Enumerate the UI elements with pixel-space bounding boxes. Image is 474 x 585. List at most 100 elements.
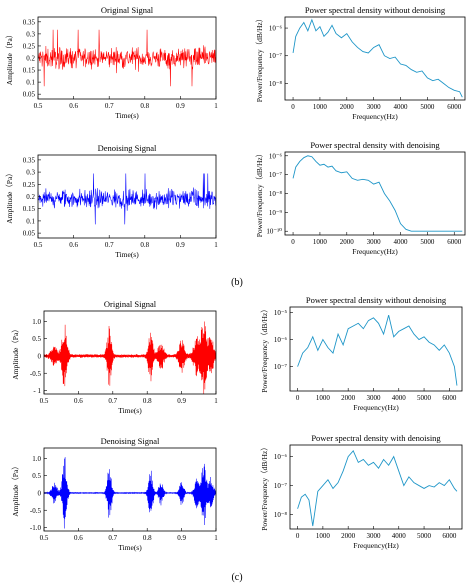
x-tick-label: 1000	[313, 103, 328, 111]
y-tick-label: 0.05	[23, 91, 36, 99]
y-tick-label: 0.3	[26, 30, 35, 38]
chart-7: Denoising Signal 0.5 0.6 0.7 0.8 0.9 1 -1.0 -0.5…	[11, 436, 218, 552]
y-tick-label: 0.2	[26, 193, 35, 201]
y-axis-label: Amplitude（Pa）	[5, 169, 14, 224]
data-series-line	[292, 18, 463, 98]
x-tick-label: 0.8	[143, 534, 152, 542]
x-tick-label: 0.9	[176, 102, 185, 110]
y-tick-label: 10⁻¹⁰	[266, 228, 282, 236]
x-axis-label: Time(s)	[115, 111, 139, 120]
y-tick-label: 0.35	[23, 18, 36, 26]
x-tick-label: 0.6	[69, 241, 78, 249]
y-tick-label: 0.25	[23, 181, 36, 189]
y-tick-label: -1.0	[30, 524, 42, 532]
y-tick-label: - 1	[33, 387, 41, 395]
x-tick-label: 0.9	[177, 397, 186, 405]
x-tick-label: 5000	[420, 238, 435, 246]
y-tick-label: 0.1	[26, 79, 35, 87]
x-axis-label: Time(s)	[115, 250, 139, 259]
y-tick-label: 1.0	[32, 455, 41, 463]
y-tick-label: 10⁻⁶	[269, 152, 283, 160]
chart-title: Power spectral density with denoising	[310, 140, 440, 150]
x-tick-label: 0.6	[74, 534, 83, 542]
x-axis-label: Frequency(Hz)	[352, 112, 398, 121]
x-tick-label: 5000	[417, 532, 432, 540]
x-axis-label: Frequency(Hz)	[353, 541, 399, 550]
chart-4: Power spectral density with denoising 0 10…	[255, 140, 466, 256]
chart-title: Denoising Signal	[101, 436, 160, 446]
y-tick-label: 10⁻⁷	[274, 363, 288, 371]
x-tick-label: 5000	[417, 394, 432, 402]
chart-title: Denoising Signal	[98, 143, 157, 153]
chart-8: Power spectral density with denoising 0 10…	[260, 433, 463, 550]
y-axis-label: Power/Frequency（dB/Hz）	[260, 305, 269, 392]
x-tick-label: 4000	[394, 103, 409, 111]
y-tick-label: 0.35	[23, 156, 36, 164]
x-tick-label: 1	[214, 397, 218, 405]
data-series-line	[44, 457, 216, 529]
x-tick-label: 4000	[392, 532, 407, 540]
y-tick-label: 0.2	[26, 55, 35, 63]
panel-label-b: (b)	[231, 277, 243, 288]
x-tick-label: 0.5	[34, 102, 43, 110]
x-tick-label: 1	[214, 534, 218, 542]
y-tick-label: 0.5	[32, 335, 41, 343]
y-tick-label: 10⁻⁶	[274, 336, 288, 344]
x-tick-label: 3000	[367, 103, 382, 111]
y-tick-label: 10⁻⁶	[269, 25, 283, 33]
y-tick-label: 0.15	[23, 205, 36, 213]
x-tick-label: 4000	[392, 394, 407, 402]
y-tick-label: 10⁻⁶	[274, 453, 288, 461]
y-tick-label: 10⁻⁷	[269, 52, 283, 60]
x-tick-label: 4000	[394, 238, 409, 246]
x-tick-label: 6000	[447, 103, 462, 111]
x-tick-label: 1000	[316, 532, 331, 540]
data-series-line	[297, 315, 458, 386]
chart-3: Denoising Signal 0.5 0.6 0.7 0.8 0.9 1 0.05 0.1 0…	[5, 143, 218, 259]
x-tick-label: 1	[214, 241, 218, 249]
x-tick-label: 6000	[442, 532, 457, 540]
x-tick-label: 0.8	[140, 241, 149, 249]
plot-frame	[284, 16, 466, 101]
x-tick-label: 0.8	[140, 102, 149, 110]
y-tick-label: 10⁻⁹	[269, 209, 283, 217]
x-tick-label: 0	[291, 103, 295, 111]
y-tick-label: 10⁻⁷	[269, 171, 283, 179]
x-tick-label: 2000	[340, 238, 355, 246]
chart-title: Original Signal	[101, 5, 154, 15]
y-tick-label: 0	[38, 489, 42, 497]
y-tick-label: 0.25	[23, 42, 36, 50]
panel-label-c: (c)	[231, 572, 242, 583]
y-tick-label: 10⁻⁷	[274, 482, 288, 490]
x-tick-label: 0.8	[143, 397, 152, 405]
x-tick-label: 0	[296, 394, 300, 402]
y-axis-label: Power/Frequency（dB/Hz）	[260, 443, 269, 530]
plot-frame	[289, 306, 463, 392]
x-tick-label: 3000	[366, 532, 381, 540]
y-axis-label: Power/Frequency（dB/Hz）	[255, 150, 264, 237]
x-axis-label: Frequency(Hz)	[352, 247, 398, 256]
x-tick-label: 0	[296, 532, 300, 540]
x-tick-label: 0.5	[40, 534, 49, 542]
y-tick-label: 0	[38, 352, 42, 360]
y-axis-label: Power/Frequency（dB/Hz）	[255, 15, 264, 102]
y-tick-label: 0.15	[23, 67, 36, 75]
y-tick-label: -0.5	[30, 370, 42, 378]
data-series-line	[38, 29, 216, 87]
y-tick-label: 10⁻⁵	[274, 309, 288, 317]
x-tick-label: 6000	[447, 238, 462, 246]
x-tick-label: 0.6	[74, 397, 83, 405]
x-axis-label: Time(s)	[118, 406, 142, 415]
y-axis-label: Amplitude（Pa）	[11, 325, 20, 380]
plot-frame	[284, 151, 466, 236]
plot-frame	[43, 310, 217, 395]
y-tick-label: 0.05	[23, 230, 36, 238]
x-tick-label: 3000	[367, 238, 382, 246]
chart-title: Power spectral density with denoising	[311, 433, 441, 443]
x-tick-label: 2000	[341, 394, 356, 402]
x-tick-label: 1000	[313, 238, 328, 246]
y-axis-label: Amplitude（Pa）	[11, 462, 20, 517]
data-series-line	[38, 173, 216, 225]
x-tick-label: 1000	[316, 394, 331, 402]
